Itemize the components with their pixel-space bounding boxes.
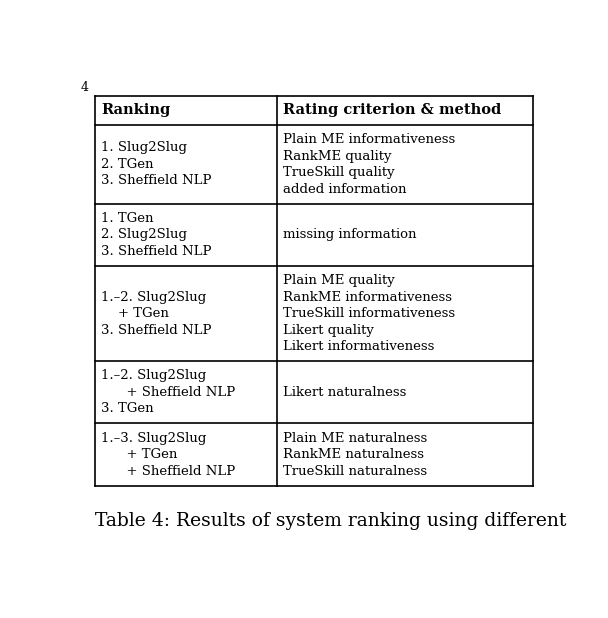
Text: Plain ME informativeness
RankME quality
TrueSkill quality
added information: Plain ME informativeness RankME quality … (283, 133, 455, 196)
Text: Ranking: Ranking (101, 103, 170, 117)
Text: missing information: missing information (283, 229, 416, 242)
Text: 1. TGen
2. Slug2Slug
3. Sheffield NLP: 1. TGen 2. Slug2Slug 3. Sheffield NLP (101, 212, 212, 258)
Text: 1.–3. Slug2Slug
      + TGen
      + Sheffield NLP: 1.–3. Slug2Slug + TGen + Sheffield NLP (101, 431, 235, 478)
Text: Rating criterion & method: Rating criterion & method (283, 103, 501, 117)
Text: 1. Slug2Slug
2. TGen
3. Sheffield NLP: 1. Slug2Slug 2. TGen 3. Sheffield NLP (101, 142, 212, 187)
Text: Plain ME quality
RankME informativeness
TrueSkill informativeness
Likert quality: Plain ME quality RankME informativeness … (283, 274, 455, 353)
Text: Likert naturalness: Likert naturalness (283, 386, 406, 399)
Text: Plain ME naturalness
RankME naturalness
TrueSkill naturalness: Plain ME naturalness RankME naturalness … (283, 431, 427, 478)
Text: Table 4: Results of system ranking using different: Table 4: Results of system ranking using… (95, 512, 566, 530)
Text: 4: 4 (81, 82, 89, 95)
Text: 1.–2. Slug2Slug
      + Sheffield NLP
3. TGen: 1.–2. Slug2Slug + Sheffield NLP 3. TGen (101, 370, 235, 415)
Text: 1.–2. Slug2Slug
    + TGen
3. Sheffield NLP: 1.–2. Slug2Slug + TGen 3. Sheffield NLP (101, 290, 212, 337)
